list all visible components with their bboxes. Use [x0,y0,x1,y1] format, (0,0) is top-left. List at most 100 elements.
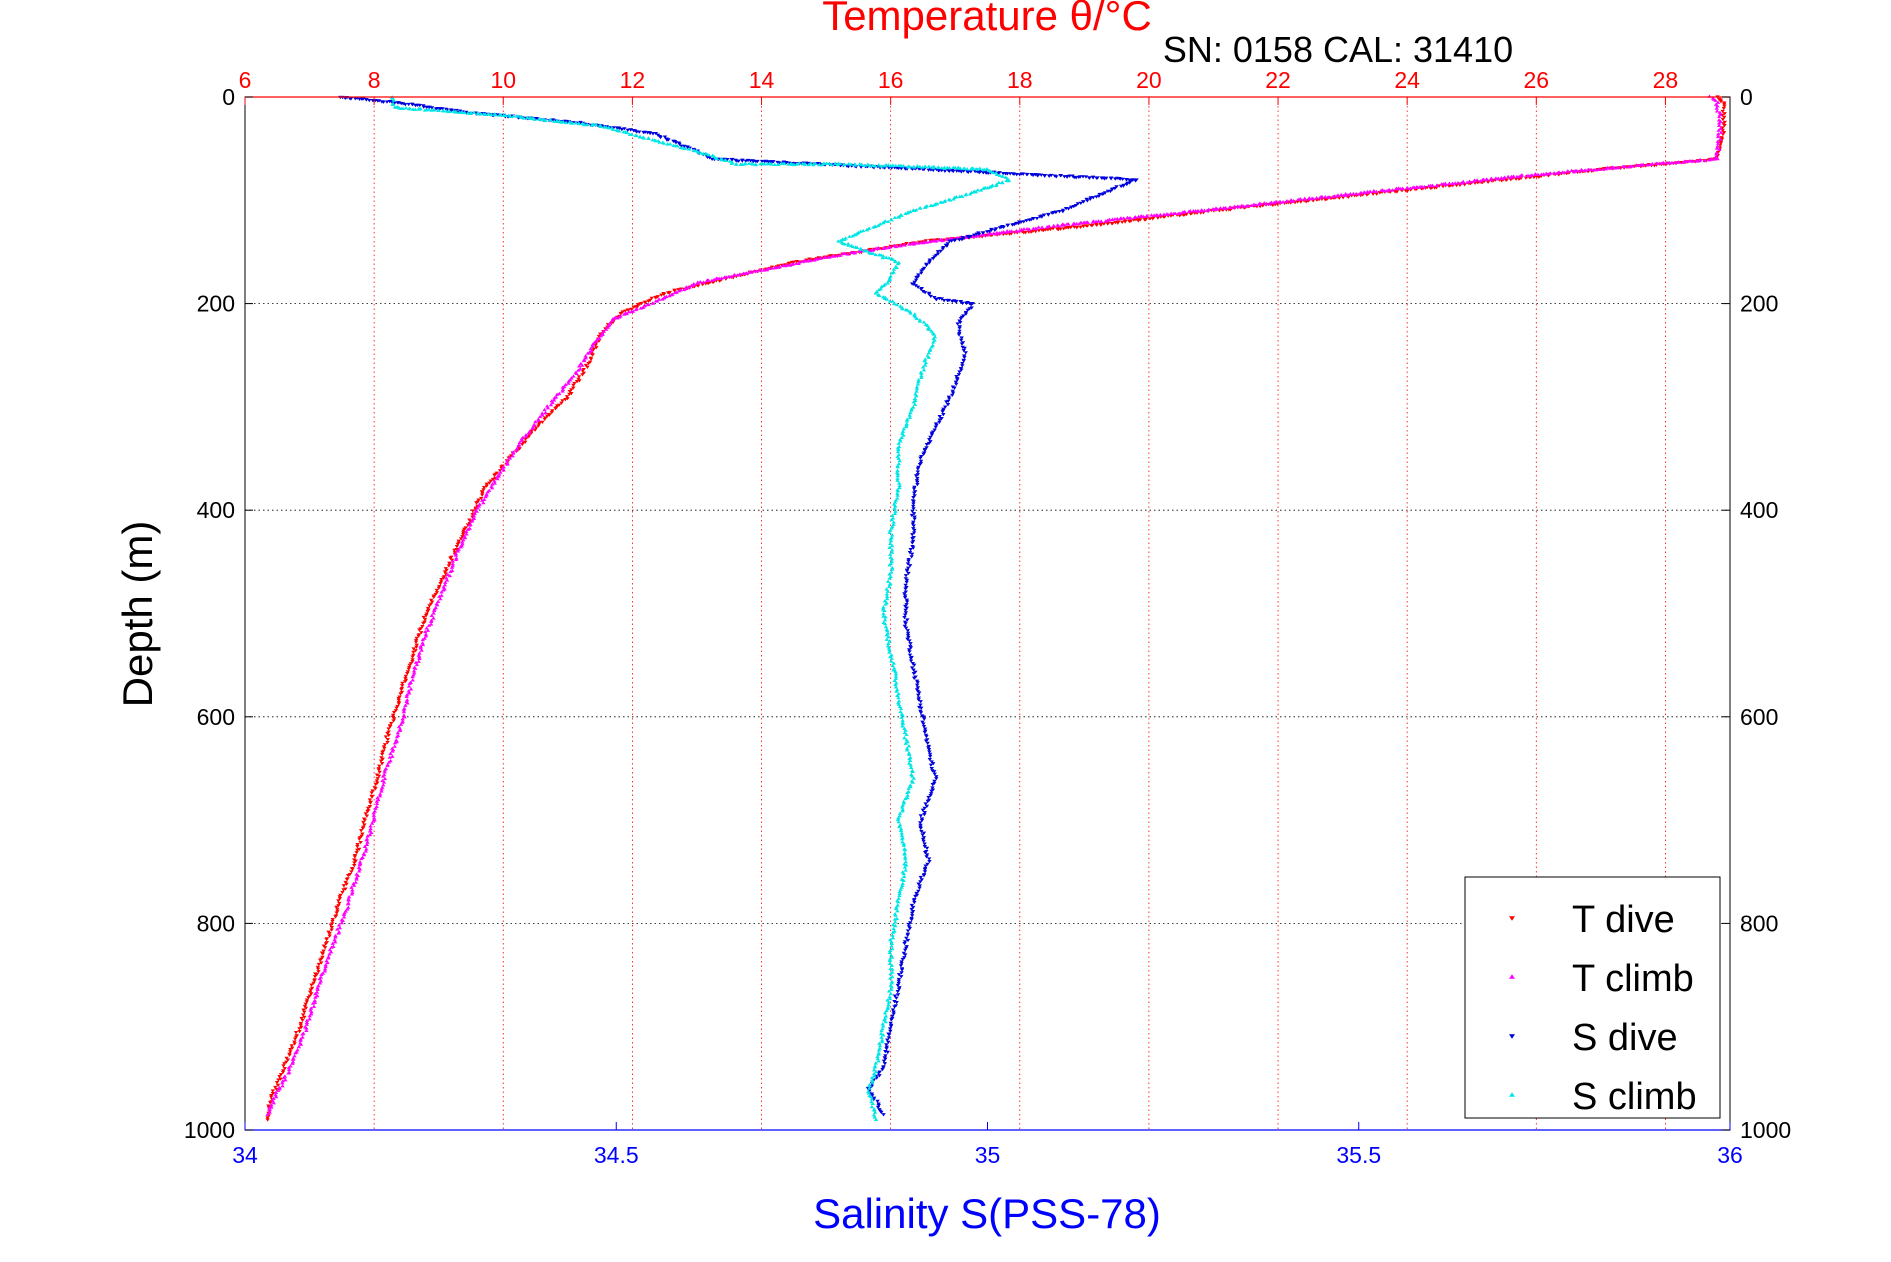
data-point [866,226,872,230]
data-point [915,480,920,485]
data-point [377,794,383,798]
data-point [873,1070,879,1074]
data-point [295,1048,300,1052]
data-point [885,579,891,583]
data-point [907,758,913,762]
data-point [292,1054,297,1058]
data-point [885,644,891,648]
data-point [880,255,885,260]
data-point [1722,102,1727,107]
data-point [503,113,508,118]
data-point [899,975,904,979]
data-point [876,223,881,227]
data-point [911,502,916,506]
data-point [1042,174,1047,178]
data-point [416,659,421,663]
data-point [431,595,436,600]
data-point [729,274,734,278]
data-point [910,509,915,514]
data-point [489,112,494,116]
data-point [955,322,960,326]
data-point [689,283,694,287]
data-point [659,293,664,297]
data-point [273,1094,279,1099]
data-point [914,479,920,483]
data-point [560,399,565,403]
data-point [923,360,929,365]
data-point [1132,215,1137,220]
data-point [911,668,916,672]
data-point [1017,228,1022,233]
data-point [554,404,560,408]
data-point [270,1089,276,1093]
data-point [899,968,905,972]
data-point [344,877,350,882]
data-point [927,859,932,864]
data-point [907,639,912,643]
data-point [406,684,412,688]
data-point [1508,175,1514,180]
data-point [951,169,956,174]
data-point [389,721,394,726]
data-point [880,1038,885,1042]
data-point [1098,223,1104,227]
data-point [1560,170,1565,174]
data-point [911,672,917,676]
data-point [314,990,320,994]
data-point [875,1105,881,1110]
data-point [286,1065,292,1070]
data-point [921,452,926,456]
chart-title: Temperature θ/°C [822,0,1152,39]
data-point [650,132,656,136]
data-point [1714,106,1719,110]
data-point [750,159,756,163]
data-point [877,293,882,297]
data-point [371,813,377,817]
data-point [478,111,484,116]
data-point [593,122,599,127]
data-point [895,476,900,480]
data-point [888,537,893,541]
data-point [925,741,930,745]
x-top-tick-label: 18 [1007,67,1033,93]
data-point [922,868,928,872]
data-point [888,992,894,996]
data-point [1513,177,1519,181]
data-point [1417,184,1423,189]
data-point [1720,109,1725,114]
data-point [946,298,952,303]
data-point [1030,216,1036,221]
data-point [388,751,393,756]
data-point [1089,223,1094,228]
data-point [352,864,357,868]
data-point [991,170,996,175]
data-point [793,261,799,265]
data-point [882,599,888,603]
data-point [1115,221,1120,225]
data-point [894,905,899,909]
data-point [1467,179,1472,183]
data-point [939,297,944,301]
data-point [903,741,908,745]
data-point [304,1026,309,1030]
data-point [1694,159,1699,163]
data-point [414,645,419,649]
data-point [483,494,488,499]
data-point [919,706,924,710]
data-point [873,246,879,250]
data-point [902,865,908,869]
data-point [374,773,380,777]
data-point [908,642,913,646]
data-point [609,318,615,322]
data-point [421,615,426,620]
data-point [947,239,952,243]
data-point [364,842,370,847]
data-point [458,537,464,541]
data-point [898,706,904,710]
data-point [905,793,910,797]
data-point [905,308,910,312]
data-point [1672,160,1678,165]
data-point [646,299,651,303]
data-point [1180,210,1185,214]
data-point [1720,117,1726,122]
